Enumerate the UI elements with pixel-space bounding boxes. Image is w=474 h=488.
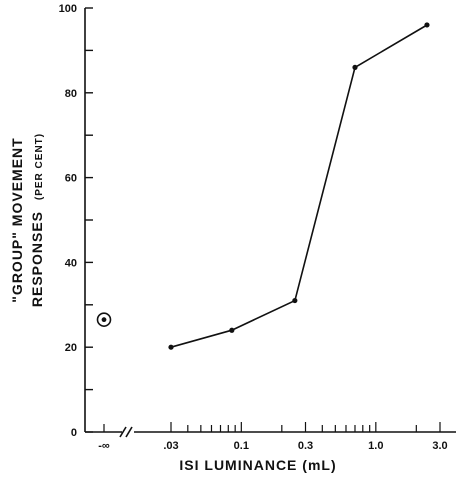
x-tick-label-neg-infinity: -∞ xyxy=(98,440,110,452)
x-tick-label: 0.1 xyxy=(234,440,249,452)
x-axis-break-mark xyxy=(125,426,133,438)
baseline-data-point xyxy=(101,317,107,323)
y-axis-title-main-1: "GROUP" MOVEMENT xyxy=(9,137,25,302)
x-tick-label: 3.0 xyxy=(432,440,447,452)
y-tick-label: 40 xyxy=(65,257,77,269)
data-series xyxy=(168,22,430,350)
x-tick-label: 1.0 xyxy=(368,440,383,452)
y-axis-ticks: 0 20 40 60 80 100 xyxy=(59,3,93,439)
data-point xyxy=(424,22,430,28)
data-point xyxy=(292,297,298,304)
y-tick-label: 80 xyxy=(65,88,77,100)
data-point xyxy=(352,64,358,70)
x-tick-label: .03 xyxy=(163,440,178,452)
x-axis-title: ISI LUMINANCE (mL) xyxy=(179,457,336,473)
y-tick-label: 60 xyxy=(65,173,77,185)
y-tick-label: 0 xyxy=(71,427,77,439)
baseline-marker xyxy=(96,312,112,327)
x-axis-break-mark xyxy=(119,426,127,438)
x-tick-label: 0.3 xyxy=(298,440,313,452)
y-axis-title-main-2: RESPONSES xyxy=(29,211,45,307)
axes xyxy=(84,8,456,438)
y-axis-title-line1: "GROUP" MOVEMENT xyxy=(9,137,25,302)
y-tick-label: 20 xyxy=(65,342,77,354)
y-tick-label: 100 xyxy=(59,3,77,15)
y-axis-title-line2: RESPONSES (PER CENT) xyxy=(29,133,45,307)
data-point xyxy=(168,344,174,350)
baseline-point-ring xyxy=(96,312,112,327)
data-point xyxy=(229,327,235,333)
x-axis-ticks: .03 0.1 0.3 1.0 3.0 -∞ xyxy=(98,422,448,452)
y-axis-title-unit: (PER CENT) xyxy=(34,133,45,200)
series-line xyxy=(170,24,428,348)
